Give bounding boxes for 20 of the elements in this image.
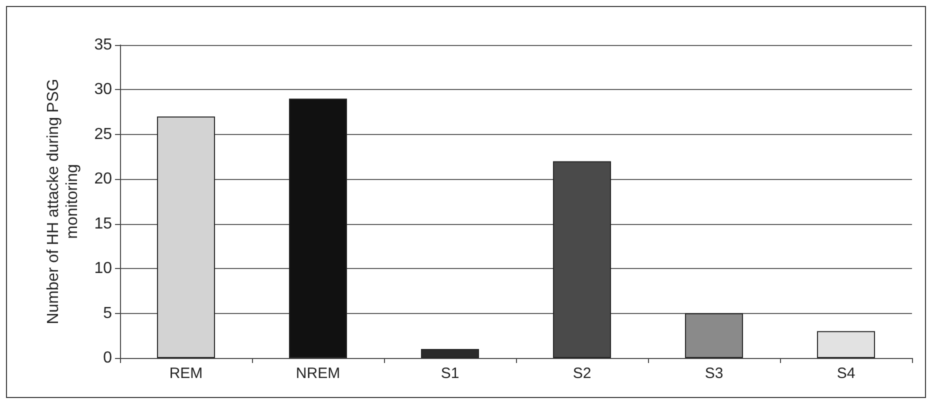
y-tick-label: 20: [94, 170, 112, 188]
bar: [421, 349, 479, 358]
x-tick-label: NREM: [296, 365, 340, 382]
x-tick-label: S2: [572, 365, 592, 382]
x-tick-label: S3: [704, 365, 724, 382]
bar: [289, 98, 347, 358]
y-tick-label: 5: [103, 304, 112, 322]
y-tick-label: 30: [94, 81, 112, 98]
x-tick-label: S1: [440, 365, 460, 382]
bar: [685, 313, 743, 358]
y-tick-label: 35: [94, 36, 112, 54]
bar: [817, 331, 875, 358]
y-tick-label: 25: [94, 126, 112, 143]
y-axis-title: Number of HH attacke during PSG monitoring: [45, 78, 81, 324]
bar: [157, 116, 215, 358]
y-tick-label: 10: [94, 260, 112, 278]
x-tick-label: S4: [836, 365, 856, 382]
x-tick-label: REM: [169, 365, 203, 382]
y-tick-label: 0: [103, 350, 112, 366]
y-tick-label: 15: [94, 215, 112, 232]
